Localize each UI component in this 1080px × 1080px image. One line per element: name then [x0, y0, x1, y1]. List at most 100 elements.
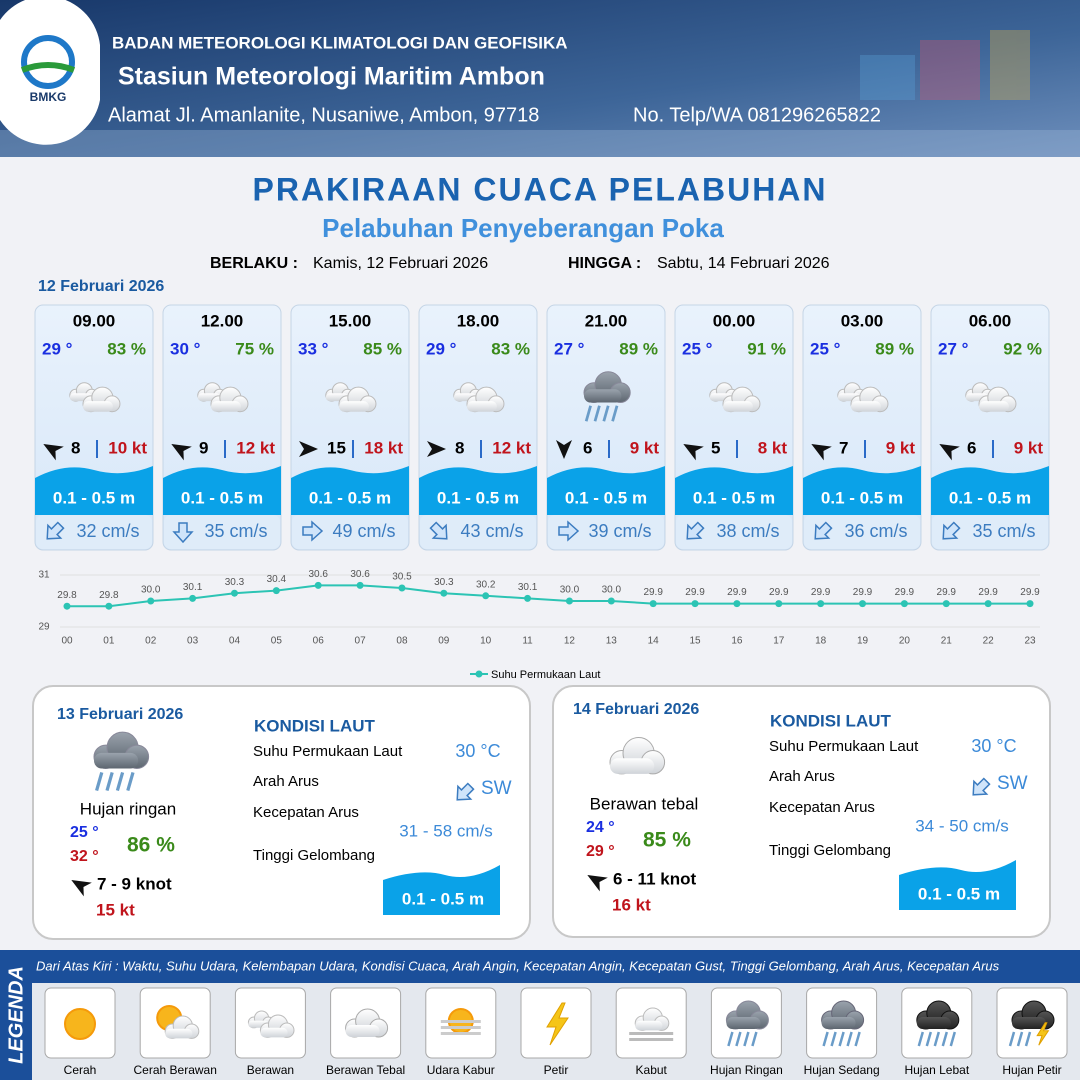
current-arrow — [456, 782, 475, 801]
cloud — [345, 1008, 389, 1038]
cloud-part — [851, 401, 881, 412]
value-label: 29.9 — [643, 587, 663, 598]
rain-drop — [1008, 1031, 1016, 1047]
wind-speed: 6 — [967, 438, 976, 457]
wind-speed: 5 — [711, 438, 720, 457]
sst-point — [314, 581, 322, 589]
wave — [291, 466, 409, 515]
x-tick-label: 02 — [145, 636, 157, 647]
temperature: 33 ° — [298, 339, 329, 358]
logo-mark — [20, 62, 76, 73]
x-tick-label: 10 — [480, 636, 492, 647]
time: 21.00 — [585, 311, 628, 330]
current-speed: 43 cm/s — [460, 521, 523, 541]
temp-min: 25 ° — [70, 824, 99, 841]
logo-mark — [21, 35, 75, 89]
sea-title: KONDISI LAUT — [254, 716, 376, 735]
current-speed: 34 - 50 cm/s — [915, 816, 1009, 835]
haze-band — [440, 1032, 481, 1035]
gust-speed: 18 kt — [364, 438, 403, 457]
sea-label: Arah Arus — [253, 773, 319, 790]
cloud-part — [635, 1020, 663, 1031]
wind-speed: 6 - 11 knot — [613, 869, 696, 888]
x-tick-label: 13 — [606, 636, 618, 647]
wave-height: 0.1 - 0.5 m — [949, 488, 1031, 507]
cloud-part — [345, 1025, 380, 1037]
humidity: 83 % — [491, 339, 530, 358]
wind-arrow — [71, 880, 92, 897]
value-label: 29.9 — [853, 587, 873, 598]
value-label: 29.9 — [769, 587, 789, 598]
time: 18.00 — [457, 311, 500, 330]
current-arrow — [302, 520, 324, 542]
cloud-part — [584, 389, 622, 403]
cloud — [338, 386, 377, 413]
x-tick-label: 07 — [355, 636, 367, 647]
cloud-part — [916, 1017, 951, 1029]
cloud — [609, 737, 666, 775]
sst-point — [147, 597, 155, 605]
sst-point — [1026, 600, 1034, 608]
valid-to: Sabtu, 14 Februari 2026 — [657, 255, 830, 272]
value-label: 30.3 — [434, 577, 454, 588]
agency: BADAN METEOROLOGI KLIMATOLOGI DAN GEOFIS… — [112, 33, 568, 52]
wave-height: 0.1 - 0.5 m — [918, 884, 1000, 903]
current-speed: 35 cm/s — [204, 521, 267, 541]
sst-point — [105, 602, 113, 610]
current-speed: 35 cm/s — [972, 521, 1035, 541]
wind-speed: 15 — [327, 438, 346, 457]
valid-to-label: HINGGA : — [568, 255, 641, 272]
x-tick-label: 19 — [857, 636, 869, 647]
current-row — [164, 515, 280, 549]
address: Alamat Jl. Amanlanite, Nusaniwe, Ambon, … — [108, 104, 539, 126]
legend-item: Kabut — [636, 1063, 668, 1077]
cloud — [916, 1000, 960, 1030]
sea-label: Kecepatan Arus — [769, 799, 875, 816]
wave-height: 0.1 - 0.5 m — [693, 488, 775, 507]
valid-from: Kamis, 12 Februari 2026 — [313, 255, 488, 272]
value-label: 30.5 — [392, 572, 412, 583]
temperature: 27 ° — [938, 339, 969, 358]
gust-speed: 9 kt — [630, 438, 660, 457]
legend-item: Berawan Tebal — [326, 1063, 405, 1077]
sst-point — [524, 594, 532, 602]
legend-item: Udara Kabur — [427, 1063, 495, 1077]
gust-speed: 9 kt — [1014, 438, 1044, 457]
gust-speed: 16 kt — [612, 895, 651, 914]
wind-arrow — [587, 875, 608, 892]
gust-speed: 8 kt — [758, 438, 788, 457]
sst-point — [230, 589, 238, 597]
rain-drop — [584, 405, 592, 422]
day-date: 13 Februari 2026 — [57, 706, 183, 723]
y-tick-label: 31 — [38, 570, 50, 581]
legend-item: Hujan Sedang — [804, 1063, 880, 1077]
cloud-part — [260, 1027, 288, 1038]
x-tick-label: 00 — [61, 636, 73, 647]
haze-band — [440, 1020, 481, 1023]
wind-speed: 9 — [199, 438, 208, 457]
wind-speed: 7 — [839, 438, 848, 457]
time: 09.00 — [73, 311, 116, 330]
rain-drop — [949, 1031, 957, 1047]
current-arrow — [46, 521, 65, 540]
x-tick-label: 22 — [983, 636, 995, 647]
current-arrow — [172, 522, 194, 544]
humidity: 86 % — [127, 834, 175, 857]
current-speed: 36 cm/s — [844, 521, 907, 541]
sst-point — [398, 584, 406, 592]
sst-point — [189, 594, 197, 602]
day1-date: 12 Februari 2026 — [38, 278, 164, 295]
value-label: 29.9 — [895, 587, 915, 598]
value-label: 29.8 — [99, 590, 119, 601]
cloud — [634, 1007, 670, 1031]
value-label: 29.8 — [57, 590, 77, 601]
wave — [383, 865, 500, 915]
sst-point — [356, 581, 364, 589]
current-direction: SW — [481, 778, 512, 799]
value-label: 30.3 — [225, 577, 245, 588]
value-label: 30.4 — [267, 574, 287, 585]
wind-speed: 6 — [583, 438, 592, 457]
humidity: 89 % — [619, 339, 658, 358]
current-row — [804, 515, 920, 549]
lightning — [1036, 1022, 1050, 1046]
